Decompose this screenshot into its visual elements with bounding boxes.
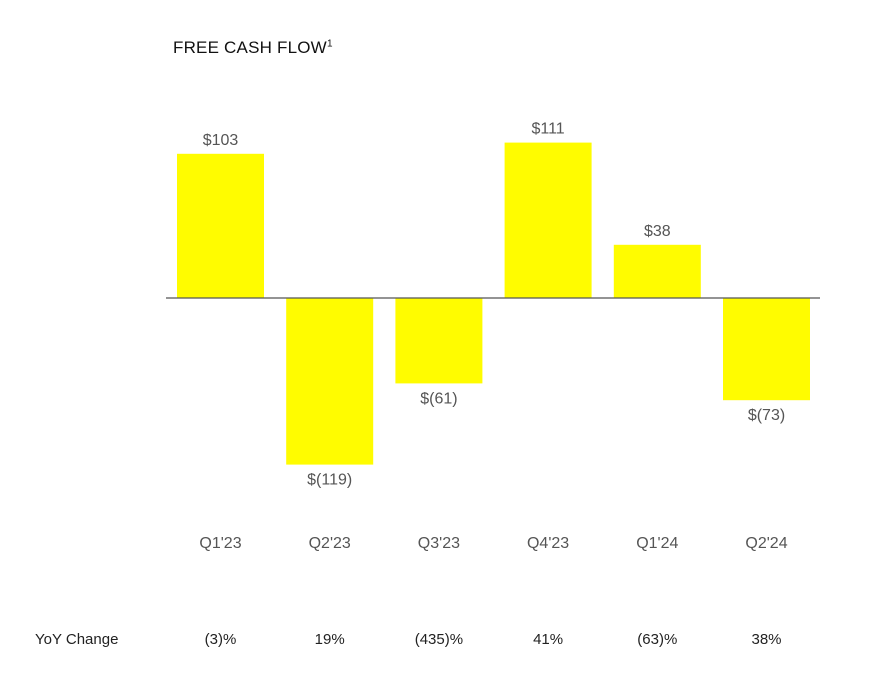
bar-Q4'23 <box>504 142 592 298</box>
x-tick-label: Q1'23 <box>199 535 241 552</box>
yoy-value: (435)% <box>414 631 464 648</box>
chart-title: FREE CASH FLOW1 <box>173 38 333 57</box>
data-label-Q1'23: $103 <box>203 132 239 149</box>
data-label-Q3'23: $(61) <box>420 390 457 407</box>
bar-Q2'24 <box>723 298 810 401</box>
data-label-Q4'23: $111 <box>531 121 564 138</box>
data-label-Q1'24: $38 <box>644 223 671 240</box>
title-footnote-marker: 1 <box>326 38 333 50</box>
bar-Q3'23 <box>395 298 483 384</box>
x-tick-label: Q3'23 <box>418 535 460 552</box>
x-tick-label: Q1'24 <box>636 535 678 552</box>
bar-Q2'23 <box>286 298 374 465</box>
x-tick-label: Q2'24 <box>745 535 787 552</box>
data-label-Q2'24: $(73) <box>748 407 785 424</box>
bar-Q1'24 <box>613 244 701 298</box>
yoy-value: (63)% <box>637 631 678 648</box>
x-tick-label: Q4'23 <box>527 535 569 552</box>
bar-chart: $103 Q1'23 $(119) Q2'23 $(61) Q3'23 $111 Q4'23 $… <box>166 121 820 552</box>
x-tick-label: Q2'23 <box>309 535 351 552</box>
yoy-row-label: YoY Change <box>35 631 119 648</box>
data-label-Q2'23: $(119) <box>307 472 352 489</box>
yoy-value: (3)% <box>204 631 237 648</box>
bar-Q1'23 <box>177 153 264 298</box>
yoy-value: 19% <box>314 631 345 648</box>
yoy-value: 41% <box>533 631 564 648</box>
yoy-value: 38% <box>751 631 782 648</box>
